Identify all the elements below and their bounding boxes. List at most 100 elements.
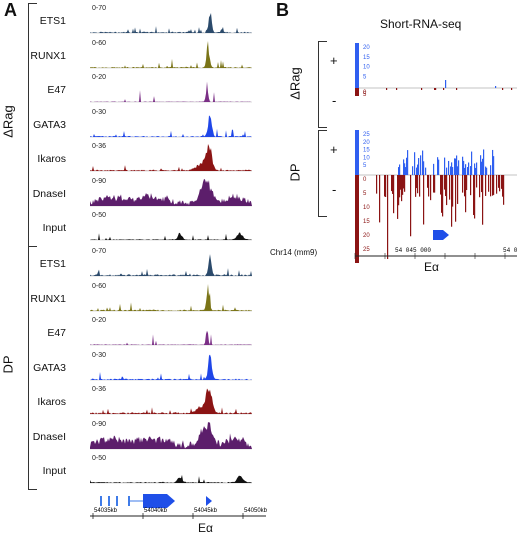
track-label: Ikaros [37,396,66,408]
minus-read-bar [473,175,475,216]
signal-track [90,421,252,449]
minus-read-bar [403,175,405,189]
minus-read-bar [441,175,443,213]
gene-block [433,230,443,240]
plus-read-bar [458,160,460,175]
signal-track [90,40,252,68]
track-range: 0-70 [92,5,107,12]
minus-read-bar [421,88,423,90]
minus-tick-label: 25 [363,247,370,253]
plus-read-bar [480,155,482,175]
signal-track [90,12,252,34]
chromosome-label: Chr14 (mm9) [270,248,318,257]
panel-b-title: Short-RNA-seq [380,17,462,31]
track-label: RUNX1 [30,292,66,305]
minus-read-bar [481,175,483,193]
plus-read-bar [425,167,427,175]
minus-read-bar [493,175,495,195]
plus-read-bar [403,159,405,175]
signal-profile [90,354,252,380]
track-range: 0-90 [92,177,107,185]
minus-read-bar [386,88,388,90]
minus-read-bar [440,175,442,195]
track-range: 0-50 [92,212,107,219]
plus-read-bar [495,86,497,88]
plus-tick-label: 10 [363,65,370,71]
minus-read-bar [511,88,513,90]
track-label: GATA3 [33,118,66,131]
track-label: Input [42,222,66,234]
strand-arrow [167,494,175,508]
ealpha-label: Eα [198,521,213,535]
plus-read-bar [457,166,459,175]
exon-mark [100,496,102,506]
plus-read-bar [398,167,400,175]
plus-read-bar [468,162,470,175]
signal-track [90,114,252,137]
plus-read-bar [438,159,440,175]
minus-read-bar [457,175,459,204]
axis-tick-label: 54050kb [244,508,268,514]
exon-mark [108,496,110,506]
ealpha-arrow [206,496,212,506]
signal-track [90,283,252,311]
minus-tick-label: 0 [363,177,367,183]
plus-read-bar [450,166,452,175]
plus-read-bar [446,167,448,175]
track-label: Input [42,465,66,477]
plus-read-bar [464,167,466,175]
panel-b-letter: B [276,0,289,20]
signal-profile [90,12,252,34]
minus-read-bar [490,175,492,197]
track-range: 0-30 [92,108,107,116]
minus-read-bar [399,175,401,198]
plus-read-bar [486,167,488,175]
signal-profile [90,40,252,68]
rna-axis: 54 045 000 54 0 [354,230,518,259]
plus-read-bar [492,149,494,175]
minus-read-bar [449,175,451,200]
plus-tick-label: 15 [363,148,370,154]
minus-read-bar [476,175,478,188]
track-range: 0-60 [92,39,107,47]
plus-read-bar [420,155,422,175]
minus-read-bar [470,175,472,196]
minus-read-bar [501,175,503,189]
group-bracket [28,246,37,490]
minus-tick-label: 5 [363,92,367,98]
plus-read-bar [448,160,450,175]
plus-tick-label: 25 [363,132,370,138]
signal-profile [90,474,252,483]
minus-read-bar [385,175,387,197]
signal-profile [90,283,252,311]
panel-a-letter: A [4,0,17,20]
minus-read-bar [474,175,476,219]
signal-track [90,232,252,241]
minus-read-bar [401,175,403,202]
minus-read-bar [402,175,404,195]
signal-track [90,354,252,380]
group-label: DP [287,162,303,182]
plus-read-bar [482,158,484,175]
track-range: 0-30 [92,351,107,359]
plus-read-bar [437,157,439,175]
plus-read-bar [422,150,424,175]
minus-read-bar [393,175,395,214]
minus-read-bar [423,175,425,225]
minus-read-bar [398,175,400,206]
signal-profile [90,388,252,414]
minus-read-bar [464,175,466,197]
plus-read-bar [463,160,465,175]
plus-tick-label: 5 [363,163,367,169]
minus-read-bar [443,88,445,90]
plus-read-bar [444,157,446,175]
track-label: DnaseI [32,187,66,200]
group-bracket [318,130,327,217]
plus-read-bar [418,158,420,175]
minus-read-bar [465,175,467,213]
minus-read-bar [503,175,505,205]
minus-read-bar [387,175,389,259]
plus-read-bar [433,163,435,175]
minus-read-bar [446,175,448,206]
